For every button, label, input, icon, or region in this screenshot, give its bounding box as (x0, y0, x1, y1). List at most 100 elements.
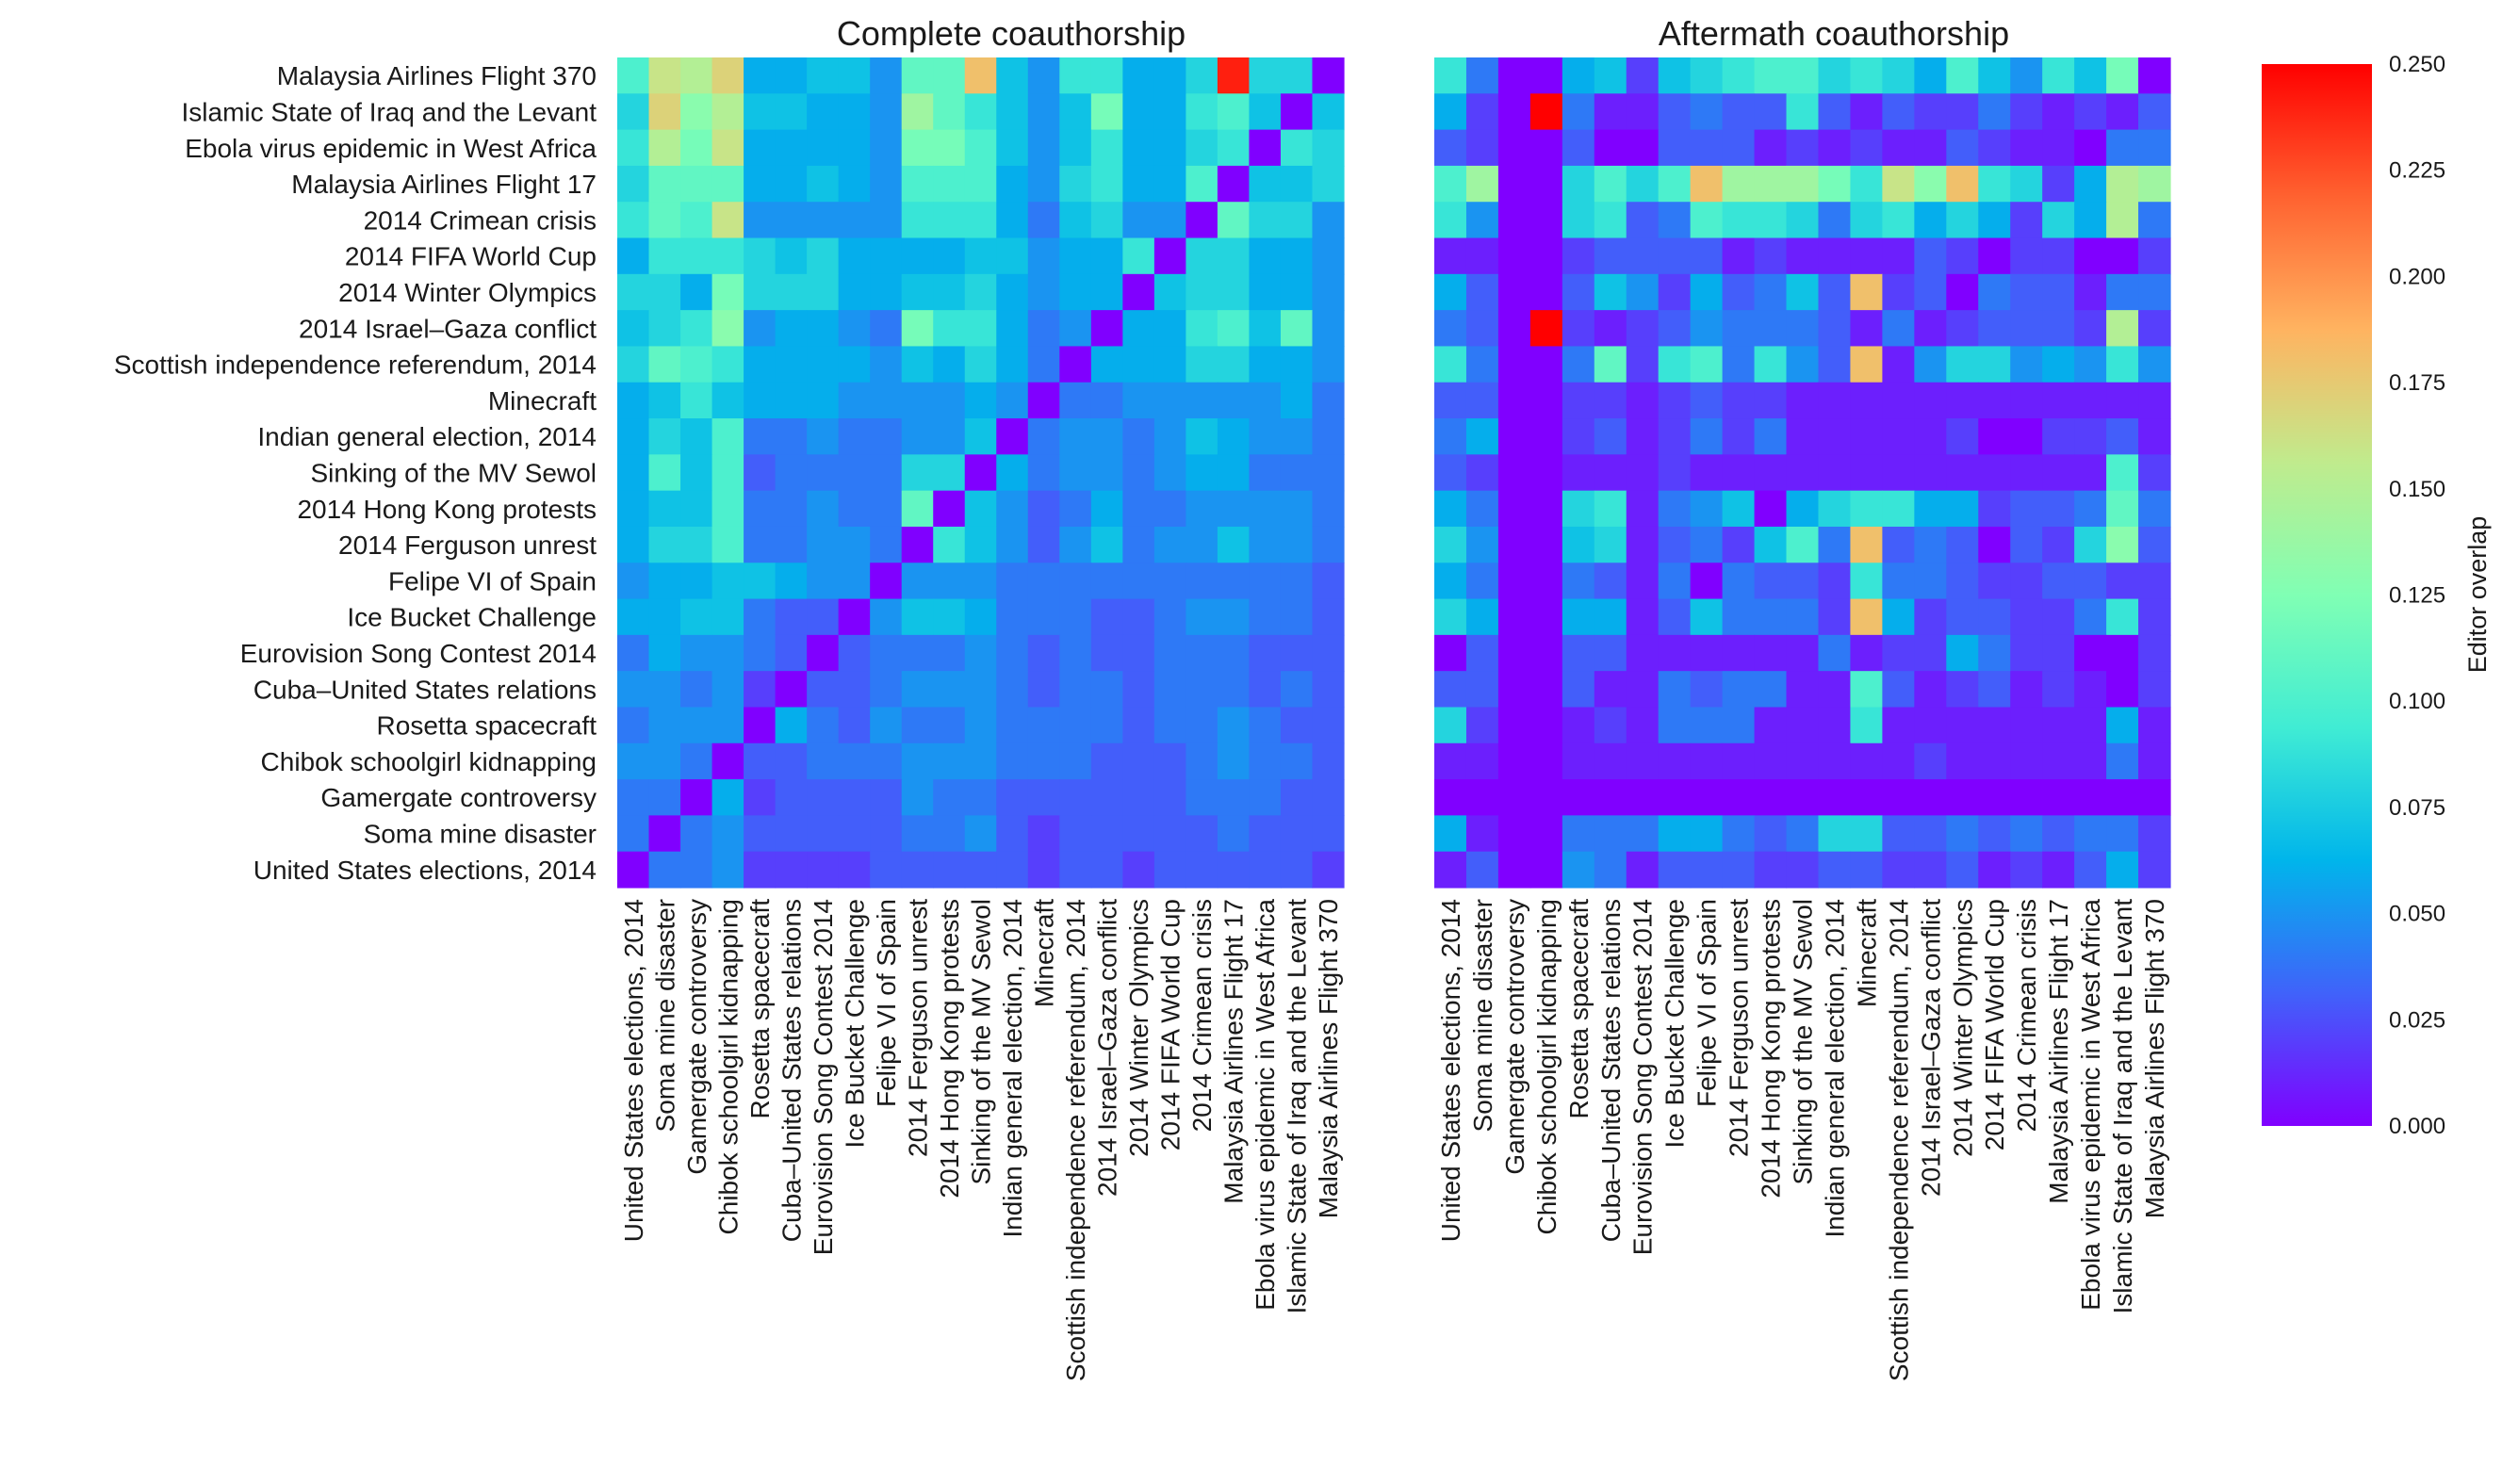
heatmap-cell (1818, 815, 1852, 853)
heatmap-cell (744, 382, 777, 419)
heatmap-cell (744, 707, 777, 744)
heatmap-cell (1529, 273, 1563, 311)
heatmap-cell (1626, 671, 1660, 709)
heatmap-cell (1786, 237, 1820, 275)
heatmap-cell (1690, 671, 1724, 709)
heatmap-cell (1978, 634, 2011, 672)
heatmap-cell (2042, 273, 2075, 311)
heatmap-cell (1027, 563, 1060, 600)
heatmap-cell (680, 671, 713, 709)
heatmap-cell (1090, 707, 1123, 744)
heatmap-cell (1312, 851, 1345, 889)
heatmap-cell (1027, 310, 1060, 348)
heatmap-cell (996, 93, 1029, 131)
heatmap-cell (2074, 851, 2107, 889)
heatmap-cell (1754, 418, 1788, 455)
heatmap-cell (1978, 93, 2011, 131)
heatmap-cell (2138, 707, 2171, 744)
heatmap-cell (1434, 165, 1467, 203)
heatmap-cell (933, 707, 966, 744)
heatmap-cell (2138, 779, 2171, 816)
heatmap-cell (807, 273, 840, 311)
heatmap-cell (1690, 454, 1724, 492)
heatmap-cell (964, 382, 997, 419)
heatmap-cell (838, 707, 871, 744)
heatmap-cell (1722, 202, 1756, 239)
heatmap-cell (996, 418, 1029, 455)
heatmap-cell (1818, 202, 1852, 239)
heatmap-cell (964, 165, 997, 203)
heatmap-cell (1465, 671, 1499, 709)
heatmap-cell (1786, 129, 1820, 167)
heatmap-cell (2042, 165, 2075, 203)
x-tick-label: Islamic State of Iraq and the Levant (1283, 899, 1312, 1314)
heatmap-cell (1027, 526, 1060, 563)
heatmap-cell (744, 454, 777, 492)
heatmap-cell (1978, 57, 2011, 94)
heatmap-cell (1122, 815, 1155, 853)
heatmap-cell (648, 707, 681, 744)
heatmap-cell (617, 273, 650, 311)
heatmap-cell (1562, 563, 1595, 600)
heatmap-cell (1217, 851, 1251, 889)
heatmap-cell (1217, 490, 1251, 528)
heatmap-cell (617, 634, 650, 672)
heatmap-cell (1529, 237, 1563, 275)
heatmap-cell (1914, 490, 1947, 528)
heatmap-cell (680, 165, 713, 203)
heatmap-cell (2010, 93, 2043, 131)
heatmap-cell (1497, 742, 1531, 780)
heatmap-cell (964, 93, 997, 131)
heatmap-cell (1786, 57, 1820, 94)
heatmap-cell (1914, 273, 1947, 311)
heatmap-cell (744, 634, 777, 672)
heatmap-complete-coauthorship (617, 57, 1345, 889)
y-tick-label: Rosetta spacecraft (377, 711, 597, 741)
heatmap-cell (1882, 93, 1915, 131)
heatmap-cell (1818, 346, 1852, 383)
heatmap-cell (838, 418, 871, 455)
heatmap-cell (2010, 57, 2043, 94)
heatmap-cell (1786, 815, 1820, 853)
heatmap-cell (1754, 490, 1788, 528)
heatmap-cell (807, 237, 840, 275)
heatmap-cell (1690, 382, 1724, 419)
heatmap-cell (838, 526, 871, 563)
heatmap-cell (1946, 634, 1979, 672)
heatmap-cell (1786, 93, 1820, 131)
heatmap-cell (933, 202, 966, 239)
heatmap-cell (1153, 454, 1186, 492)
heatmap-cell (711, 202, 744, 239)
y-tick-label: Sinking of the MV Sewol (311, 459, 597, 488)
heatmap-cell (1312, 129, 1345, 167)
heatmap-cell (1562, 346, 1595, 383)
heatmap-cell (775, 598, 808, 636)
heatmap-cell (996, 526, 1029, 563)
heatmap-cell (1027, 634, 1060, 672)
heatmap-cell (1722, 563, 1756, 600)
heatmap-cell (807, 346, 840, 383)
heatmap-cell (648, 490, 681, 528)
heatmap-cell (1818, 382, 1852, 419)
y-tick-label: Ebola virus epidemic in West Africa (185, 134, 597, 163)
heatmap-cell (1465, 490, 1499, 528)
heatmap-cell (1027, 57, 1060, 94)
heatmap-cell (1217, 418, 1251, 455)
heatmap-cell (2106, 202, 2139, 239)
heatmap-cell (775, 779, 808, 816)
heatmap-cell (1497, 851, 1531, 889)
y-axis-tick-labels: Malaysia Airlines Flight 370 Islamic Stat… (114, 61, 597, 885)
x-tick-label: Felipe VI of Spain (872, 899, 901, 1107)
heatmap-cell (1850, 57, 1883, 94)
heatmap-cell (2010, 779, 2043, 816)
heatmap-cell (1690, 563, 1724, 600)
heatmap-cell (1594, 382, 1627, 419)
x-tick-label: Malaysia Airlines Flight 17 (1219, 899, 1249, 1204)
heatmap-cell (1754, 57, 1788, 94)
heatmap-cell (680, 454, 713, 492)
heatmap-cell (996, 310, 1029, 348)
heatmap-cell (1090, 310, 1123, 348)
heatmap-cell (711, 490, 744, 528)
heatmap-cell (1722, 129, 1756, 167)
heatmap-cell (1658, 310, 1692, 348)
